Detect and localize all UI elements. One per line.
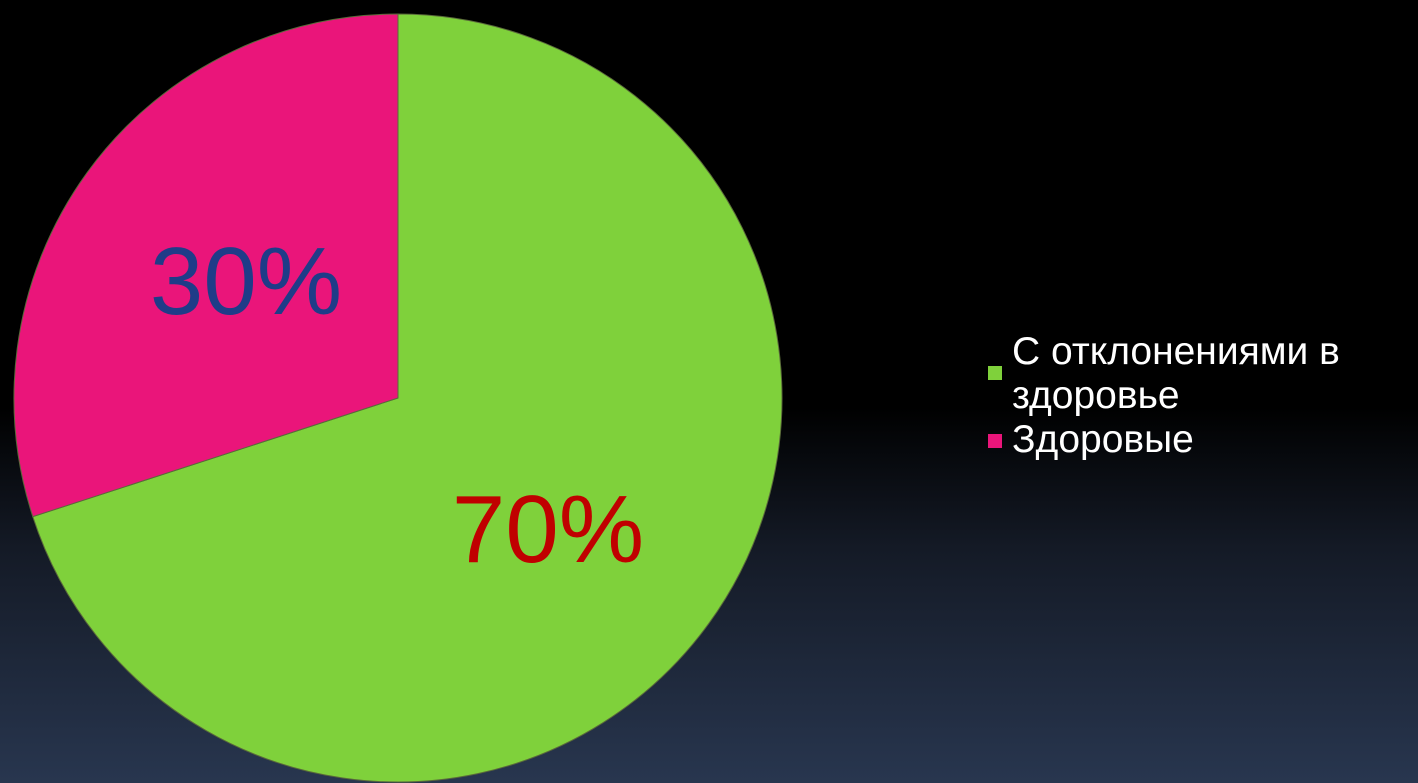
pie-slice-unhealthy [32,13,783,783]
chart-legend: С отклонениями в здоровье Здоровые [988,330,1418,462]
legend-swatch-healthy [988,434,1002,448]
data-label-healthy: 30% [150,228,342,335]
legend-item-unhealthy: С отклонениями в здоровье [988,330,1418,418]
legend-label-unhealthy: С отклонениями в здоровье [1012,330,1340,417]
data-label-unhealthy: 70% [452,476,644,583]
legend-label-healthy: Здоровые [1012,418,1194,461]
pie-chart: 70% 30% [13,13,783,783]
pie-slice-healthy [13,13,399,518]
legend-item-healthy: Здоровые [988,418,1418,462]
legend-swatch-unhealthy [988,366,1002,380]
